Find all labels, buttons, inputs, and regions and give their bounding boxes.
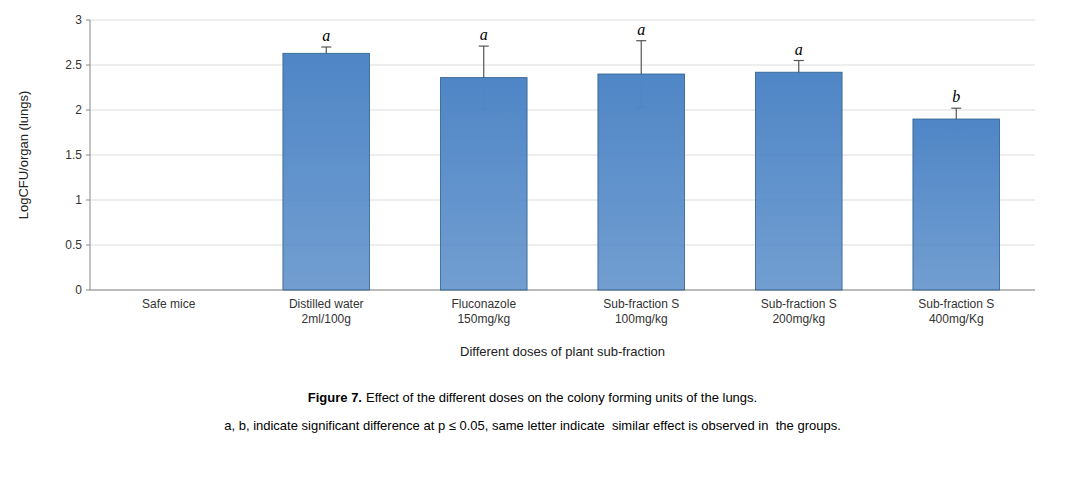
- tick-mark: [86, 155, 90, 156]
- tick-mark: [86, 110, 90, 111]
- error-cap: [794, 60, 804, 61]
- label-line: Sub-fraction S: [603, 297, 679, 311]
- tick-mark: [86, 20, 90, 21]
- tick-mark: [86, 290, 90, 291]
- y-axis-label: LogCFU/organ (lungs): [16, 91, 31, 220]
- annotation: b: [952, 88, 960, 105]
- grid-line: [90, 20, 1035, 21]
- annotation: a: [322, 27, 330, 44]
- label-line: 150mg/kg: [457, 312, 510, 326]
- tick-label: 2: [75, 103, 82, 117]
- chart: 0 0.5 1 1.5 2 2.5 3 a a a a b Safe mice Distilled wat…: [0, 0, 1065, 479]
- plot-area: [169, 41, 962, 290]
- label-line: 2ml/100g: [302, 312, 351, 326]
- error-cap: [636, 40, 646, 41]
- category-label: Sub-fraction S400mg/Kg: [918, 297, 994, 326]
- caption: Figure 7. Effect of the different doses o…: [308, 390, 757, 405]
- label-line: Sub-fraction S: [918, 297, 994, 311]
- error-cap: [321, 46, 331, 47]
- label-line: Distilled water: [289, 297, 364, 311]
- bar: [125, 290, 212, 291]
- category-label: Fluconazole150mg/kg: [451, 297, 516, 326]
- label-line: Safe mice: [142, 297, 196, 311]
- grid-line: [90, 245, 1035, 246]
- tick-mark: [86, 245, 90, 246]
- tick-label: 2.5: [65, 58, 82, 72]
- grid-line: [90, 65, 1035, 66]
- caption-text: Effect of the different doses on the col…: [366, 390, 757, 405]
- tick-mark: [86, 200, 90, 201]
- tick-label: 1.5: [65, 148, 82, 162]
- bar: [755, 72, 842, 290]
- category-label: Distilled water2ml/100g: [289, 297, 364, 326]
- grid-line: [90, 290, 1035, 291]
- annotation: a: [480, 26, 488, 43]
- annotation: a: [637, 21, 645, 38]
- grid-line: [90, 200, 1035, 201]
- bar: [283, 53, 370, 290]
- x-axis: [90, 290, 1035, 291]
- caption-bold: Figure 7.: [308, 390, 362, 405]
- category-label: Sub-fraction S200mg/kg: [761, 297, 837, 326]
- error-cap: [479, 45, 489, 46]
- annotation: a: [795, 41, 803, 58]
- tick-label: 1: [75, 193, 82, 207]
- tick-label: 0: [75, 283, 82, 297]
- label-line: 200mg/kg: [772, 312, 825, 326]
- label-line: 400mg/Kg: [929, 312, 984, 326]
- grid-line: [90, 155, 1035, 156]
- label-line: Sub-fraction S: [761, 297, 837, 311]
- bar: [598, 74, 685, 290]
- category-label: Sub-fraction S100mg/kg: [603, 297, 679, 326]
- bar: [913, 119, 1000, 290]
- tick-mark: [86, 65, 90, 66]
- tick-label: 0.5: [65, 238, 82, 252]
- label-line: 100mg/kg: [615, 312, 668, 326]
- grid-line: [90, 110, 1035, 111]
- bar: [440, 78, 527, 290]
- label-line: Fluconazole: [451, 297, 516, 311]
- y-axis: [90, 20, 91, 290]
- note: a, b, indicate significant difference at…: [224, 418, 841, 433]
- error-cap: [951, 108, 961, 109]
- tick-label: 3: [75, 13, 82, 27]
- category-label: Safe mice: [142, 297, 196, 311]
- x-axis-label: Different doses of plant sub-fraction: [460, 344, 665, 359]
